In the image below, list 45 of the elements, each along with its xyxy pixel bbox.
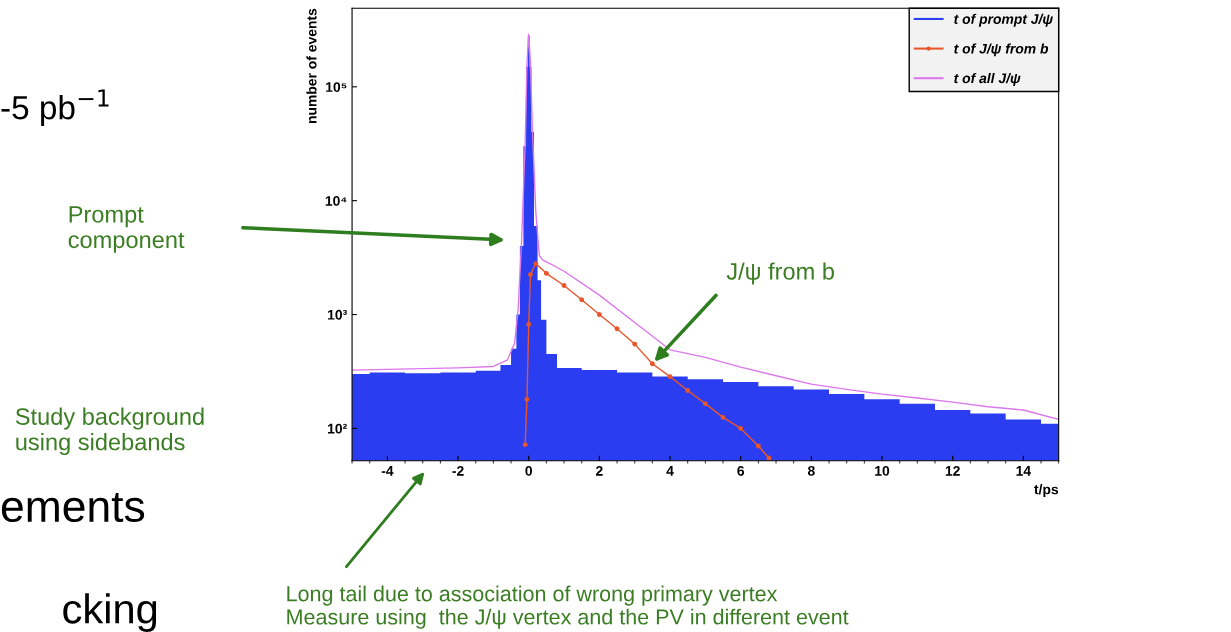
point <box>649 361 655 367</box>
legend-label: t of J/ψ from b <box>954 43 1049 57</box>
y-tick-label: 10⁴ <box>325 196 347 206</box>
point <box>526 321 532 327</box>
y-axis-title: number of events <box>306 8 317 124</box>
point <box>561 283 567 288</box>
x-tick-label: -4 <box>381 466 394 476</box>
x-tick-label: 12 <box>945 465 960 476</box>
point <box>533 261 539 267</box>
point <box>522 442 528 448</box>
legend-label: t of all J/ψ <box>954 73 1021 86</box>
x-tick-label: -2 <box>452 465 464 476</box>
point <box>766 455 772 461</box>
x-tick-label: 8 <box>807 465 815 476</box>
point <box>720 414 726 420</box>
y-tick-label: 10² <box>328 423 347 434</box>
point <box>702 401 708 407</box>
text: Prompt component <box>68 206 185 253</box>
point <box>685 388 691 393</box>
y-tick-label: 10⁵ <box>326 82 347 92</box>
x-tick-label: 4 <box>666 466 674 476</box>
point <box>528 271 533 277</box>
x-tick-label: 6 <box>737 465 745 476</box>
point <box>614 326 620 332</box>
point <box>667 374 673 380</box>
point <box>755 443 761 449</box>
text: ements <box>1 492 145 523</box>
point <box>543 270 549 276</box>
text: Study background using sidebands <box>15 407 204 456</box>
legend-label: t of prompt J/ψ <box>954 13 1053 27</box>
x-tick-label: 10 <box>875 465 890 476</box>
x-tick-label: 2 <box>595 465 603 476</box>
point <box>579 297 585 303</box>
point <box>632 341 638 347</box>
text: -5 pb$^{−1}$ <box>1 89 109 127</box>
y-tick-label: 10³ <box>328 309 347 320</box>
text: Long tail due to association of wrong primary vertex Measure using the J/ψ vertex and the PV in different event <box>287 585 849 629</box>
point <box>738 425 744 431</box>
text: cking <box>63 593 157 632</box>
x-axis-title: t/ps <box>1034 484 1059 498</box>
point <box>596 312 602 317</box>
annotation: J/ψ from b <box>726 262 834 285</box>
point <box>524 396 530 402</box>
x-tick-label: 14 <box>1016 466 1031 476</box>
x-tick-label: 0 <box>525 465 533 476</box>
